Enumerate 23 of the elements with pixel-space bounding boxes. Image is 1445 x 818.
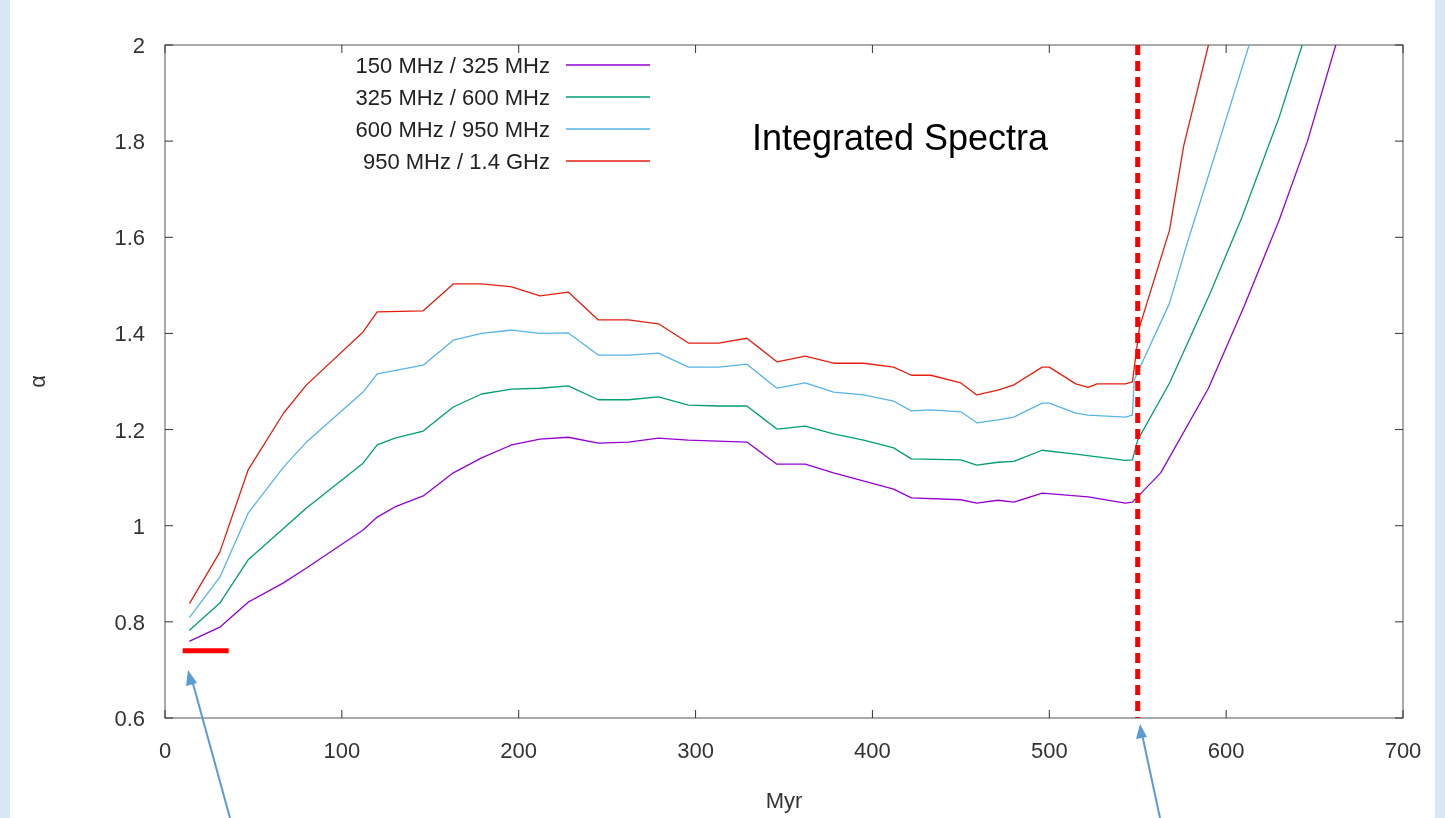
y-tick-label: 2 xyxy=(132,33,145,58)
x-tick-label: 400 xyxy=(854,738,891,763)
y-axis-title: α xyxy=(25,374,50,388)
legend-label: 150 MHz / 325 MHz xyxy=(355,53,550,78)
x-tick-label: 100 xyxy=(323,738,361,763)
legend-label: 600 MHz / 950 MHz xyxy=(355,117,550,142)
y-tick-label: 1.2 xyxy=(114,417,145,443)
x-tick-label: 600 xyxy=(1207,738,1245,763)
x-axis-title: Myr xyxy=(765,788,803,813)
x-tick-label: 500 xyxy=(1030,738,1068,763)
y-tick-label: 0.6 xyxy=(114,706,145,731)
y-tick-label: 1.8 xyxy=(114,129,145,155)
text: Integrated Spectra xyxy=(751,117,1050,158)
x-tick-label: 200 xyxy=(500,738,538,763)
x-tick-label: 300 xyxy=(677,738,714,763)
y-tick-label: 1.6 xyxy=(114,225,145,251)
x-tick-label: 0 xyxy=(158,738,172,763)
y-tick-label: 1.4 xyxy=(114,321,145,347)
y-tick-label: 1 xyxy=(132,513,145,539)
x-tick-label: 700 xyxy=(1384,738,1422,763)
y-tick-label: 0.8 xyxy=(114,609,145,635)
legend-label: 950 MHz / 1.4 GHz xyxy=(362,149,550,174)
legend-label: 325 MHz / 600 MHz xyxy=(355,85,550,110)
